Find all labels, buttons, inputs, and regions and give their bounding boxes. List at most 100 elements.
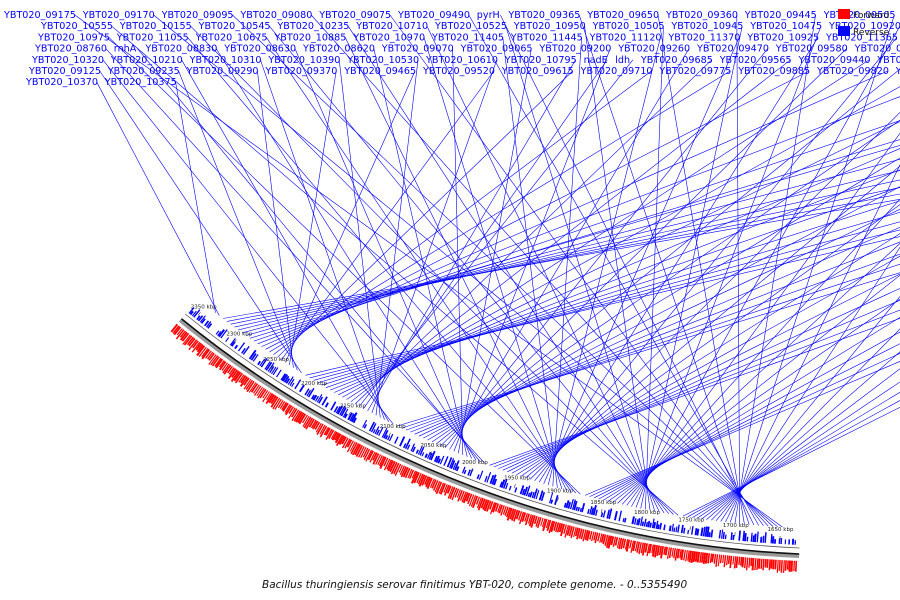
reverse-gene-mark xyxy=(606,509,610,519)
reverse-gene-label: YBT020_11120 xyxy=(589,32,662,43)
forward-gene-mark xyxy=(668,547,672,559)
figure-caption: Bacillus thuringiensis serovar finitimus… xyxy=(262,579,687,591)
forward-gene-mark xyxy=(248,382,257,393)
reverse-gene-mark xyxy=(754,533,757,543)
reverse-gene-mark xyxy=(191,310,197,317)
tick-label: 2300 kbp xyxy=(226,332,252,338)
forward-gene-mark xyxy=(600,533,605,543)
reverse-gene-label: YBT020_09685 xyxy=(640,55,713,66)
forward-gene-mark xyxy=(438,482,445,494)
reverse-gene-mark xyxy=(535,490,540,500)
reverse-gene-mark xyxy=(352,417,357,424)
reverse-gene-mark xyxy=(197,315,204,322)
forward-gene-mark xyxy=(560,523,565,537)
forward-gene-mark xyxy=(254,385,262,396)
reverse-connector-line xyxy=(507,273,900,473)
forward-gene-mark xyxy=(314,421,321,430)
reverse-connector-line xyxy=(410,241,900,433)
forward-gene-mark xyxy=(671,547,674,557)
forward-gene-mark xyxy=(196,344,204,353)
reverse-gene-mark xyxy=(675,526,678,533)
forward-gene-mark xyxy=(243,377,250,386)
tick-mark xyxy=(557,497,559,502)
forward-gene-mark xyxy=(176,328,183,336)
forward-gene-mark xyxy=(179,330,186,338)
reverse-gene-mark xyxy=(406,444,411,450)
forward-gene-mark xyxy=(183,335,193,346)
reverse-gene-mark xyxy=(315,395,319,402)
reverse-connector-line xyxy=(444,48,769,448)
forward-gene-mark xyxy=(274,398,282,410)
forward-gene-mark xyxy=(389,461,396,473)
reverse-gene-label: YBT020_09370 xyxy=(264,66,337,77)
reverse-gene-mark xyxy=(589,506,593,515)
forward-gene-mark xyxy=(715,554,719,567)
reverse-gene-mark xyxy=(756,531,759,543)
reverse-gene-label: YBT020_10610 xyxy=(425,55,498,66)
reverse-gene-mark xyxy=(732,534,735,541)
reverse-gene-label: YBT020_10710 xyxy=(355,21,428,32)
forward-gene-mark xyxy=(316,423,324,435)
forward-gene-mark xyxy=(196,345,206,357)
forward-gene-mark xyxy=(620,538,625,550)
reverse-gene-mark xyxy=(525,485,531,497)
reverse-gene-mark xyxy=(573,500,578,511)
forward-gene-mark xyxy=(215,358,224,369)
forward-gene-mark xyxy=(310,419,317,429)
reverse-gene-mark xyxy=(412,446,416,453)
forward-gene-mark xyxy=(573,527,577,538)
reverse-gene-mark xyxy=(196,315,201,321)
forward-gene-mark xyxy=(346,440,354,453)
forward-gene-mark xyxy=(519,511,525,525)
forward-gene-mark xyxy=(616,537,621,548)
reverse-connector-line xyxy=(265,70,810,350)
reverse-connector-line xyxy=(631,26,900,507)
tick-mark xyxy=(645,518,647,523)
forward-gene-mark xyxy=(387,460,394,472)
forward-gene-mark xyxy=(360,447,367,458)
reverse-gene-mark xyxy=(450,460,456,469)
forward-gene-mark xyxy=(227,365,233,374)
reverse-connector-line xyxy=(511,255,900,474)
reverse-connector-line xyxy=(431,119,900,443)
forward-gene-mark xyxy=(305,417,314,430)
reverse-gene-mark xyxy=(271,366,277,375)
forward-gene-mark xyxy=(511,509,517,521)
forward-gene-mark xyxy=(760,558,763,569)
reverse-connector-line xyxy=(720,246,900,522)
reverse-gene-label: YBT020_09080 xyxy=(239,10,312,21)
forward-gene-mark xyxy=(288,407,296,419)
reverse-gene-mark xyxy=(299,384,305,393)
forward-gene-mark xyxy=(658,545,662,556)
reverse-gene-mark xyxy=(399,436,406,447)
forward-gene-mark xyxy=(533,515,538,525)
reverse-gene-mark xyxy=(439,455,445,465)
tick-mark xyxy=(197,312,201,316)
forward-gene-mark xyxy=(293,410,301,422)
forward-gene-mark xyxy=(344,438,351,449)
reverse-connector-line xyxy=(289,70,337,366)
forward-gene-mark xyxy=(555,522,560,533)
reverse-gene-mark xyxy=(659,522,662,530)
reverse-gene-mark xyxy=(410,443,416,452)
forward-gene-mark xyxy=(265,393,274,404)
reverse-connector-line xyxy=(617,243,900,504)
forward-gene-mark xyxy=(302,415,310,427)
tick-label: 1900 kbp xyxy=(547,489,573,495)
reverse-gene-label: YBT020_09775 xyxy=(658,66,731,77)
tick-label: 1750 kbp xyxy=(678,517,704,523)
forward-gene-mark xyxy=(334,432,340,441)
forward-gene-mark xyxy=(694,551,699,562)
reverse-gene-label: YBT020_09440 xyxy=(798,55,871,66)
forward-gene-mark xyxy=(656,545,660,556)
reverse-connector-line xyxy=(584,361,900,496)
forward-gene-mark xyxy=(429,478,435,488)
forward-gene-mark xyxy=(683,549,686,561)
reverse-gene-label: YBT020_10475 xyxy=(749,21,822,32)
reverse-connector-line xyxy=(230,187,900,325)
forward-gene-mark xyxy=(416,473,422,484)
reverse-gene-label: YBT020_09235 xyxy=(107,66,180,77)
forward-gene-mark xyxy=(331,431,338,441)
forward-swatch xyxy=(838,9,850,19)
tick-label: 2250 kbp xyxy=(263,357,289,363)
